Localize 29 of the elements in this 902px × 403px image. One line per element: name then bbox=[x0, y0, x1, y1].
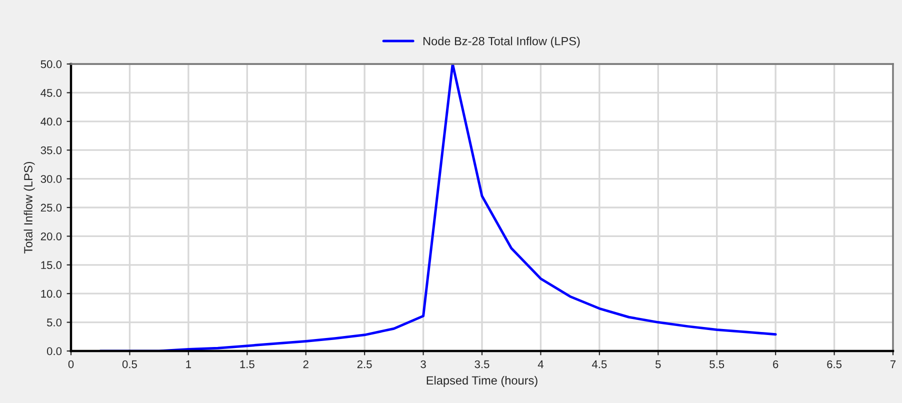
y-tick-label: 30.0 bbox=[40, 175, 62, 183]
x-tick-label: 2.5 bbox=[357, 360, 372, 368]
x-tick-label: 1 bbox=[186, 360, 191, 368]
y-tick-label: 0.0 bbox=[46, 347, 62, 356]
x-tick-label: 7 bbox=[890, 360, 896, 368]
y-axis-title: Total Inflow (LPS) bbox=[24, 162, 35, 254]
x-tick-label: 0.5 bbox=[122, 360, 137, 368]
x-axis-title: Elapsed Time (hours) bbox=[426, 376, 538, 387]
x-tick-label: 0 bbox=[68, 360, 74, 368]
y-tick-label: 45.0 bbox=[40, 88, 62, 97]
x-tick-label: 5 bbox=[656, 360, 661, 368]
y-tick-label: 35.0 bbox=[40, 146, 62, 154]
x-tick-label: 3 bbox=[420, 360, 426, 368]
x-tick-label: 2 bbox=[303, 360, 308, 368]
y-tick-label: 10.0 bbox=[41, 290, 62, 298]
legend-label: Node Bz-28 Total Inflow (LPS) bbox=[423, 36, 580, 48]
x-tick-label: 4.5 bbox=[592, 360, 607, 368]
x-tick-label: 5.5 bbox=[710, 360, 724, 368]
x-tick-label: 3.5 bbox=[474, 360, 490, 368]
y-tick-label: 5.0 bbox=[46, 318, 62, 326]
x-tick-label: 6.5 bbox=[827, 360, 842, 368]
x-tick-label: 1.5 bbox=[240, 360, 254, 368]
y-tick-label: 50.0 bbox=[40, 60, 62, 68]
x-tick-label: 6 bbox=[773, 360, 778, 368]
x-tick-label: 4 bbox=[538, 360, 544, 368]
y-tick-label: 15.0 bbox=[41, 261, 62, 270]
y-tick-label: 20.0 bbox=[40, 232, 62, 240]
y-tick-label: 25.0 bbox=[40, 204, 62, 212]
y-tick-label: 40.0 bbox=[40, 118, 62, 126]
